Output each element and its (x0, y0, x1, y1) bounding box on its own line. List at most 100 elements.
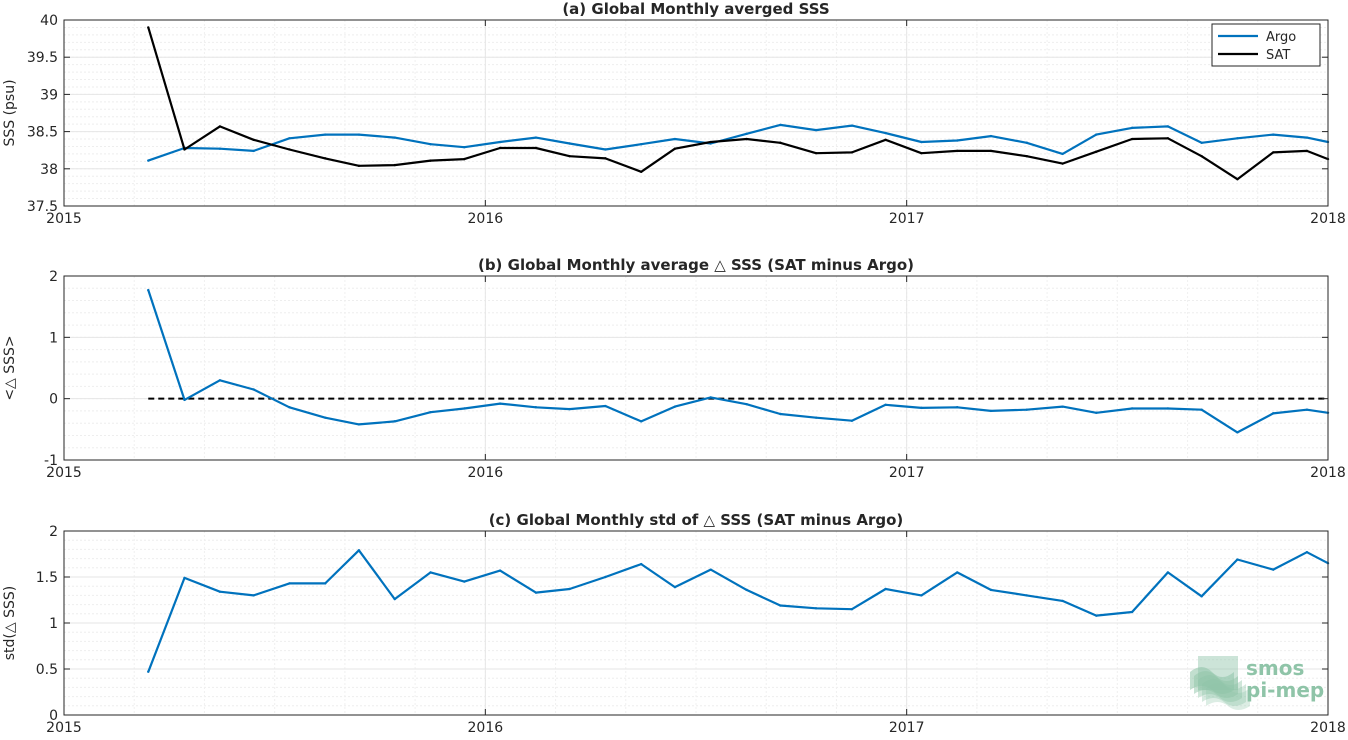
data-point (1095, 150, 1098, 153)
data-point (1305, 136, 1309, 139)
x-tick-label: 2017 (889, 211, 925, 227)
data-point (640, 143, 643, 146)
data-point (956, 139, 959, 142)
data-point (1025, 154, 1028, 158)
data-point (147, 288, 150, 292)
y-axis-label: std(△ SSS) (2, 586, 18, 660)
legend: Argo SAT (1211, 23, 1321, 67)
data-point (1025, 408, 1028, 411)
data-point (850, 419, 854, 422)
data-point (393, 597, 396, 601)
y-tick-label: -1 (44, 453, 58, 469)
data-point (393, 163, 396, 167)
data-point (814, 416, 818, 419)
data-point (779, 123, 782, 127)
chart-title: (a) Global Monthly averged SSS (562, 0, 829, 18)
y-tick-label: 2 (49, 269, 58, 285)
data-point (1095, 614, 1098, 617)
data-point (850, 608, 854, 611)
legend-box (1211, 23, 1321, 67)
data-point (1236, 178, 1239, 181)
data-point (568, 587, 571, 591)
data-point (183, 576, 186, 580)
data-point (568, 407, 571, 411)
data-point (673, 405, 677, 408)
data-point (1166, 571, 1170, 574)
x-tick-label: 2015 (46, 465, 82, 481)
data-point (252, 388, 255, 391)
axes-box (63, 19, 1329, 207)
data-point (324, 157, 327, 160)
data-point (324, 133, 327, 136)
data-point (1130, 407, 1134, 410)
data-point (640, 170, 643, 173)
data-point (498, 146, 502, 150)
x-tick-label: 2016 (468, 465, 504, 481)
data-point (324, 582, 327, 585)
data-point (1166, 137, 1170, 140)
data-point (1200, 141, 1203, 144)
data-point (1061, 405, 1064, 408)
data-point (779, 141, 782, 144)
y-tick-label: 0 (49, 708, 58, 724)
data-point (1305, 149, 1309, 153)
data-point (1305, 408, 1309, 411)
data-point (534, 146, 538, 150)
data-point (147, 159, 150, 162)
data-point (779, 604, 782, 607)
data-point (989, 588, 993, 592)
data-point (1200, 595, 1203, 598)
data-point (1272, 151, 1275, 154)
data-point (1061, 599, 1064, 603)
data-point (884, 138, 887, 141)
data-point (1061, 152, 1064, 156)
data-point (956, 406, 959, 409)
data-point (920, 406, 923, 410)
data-point (604, 148, 607, 151)
data-point (989, 149, 993, 153)
data-point (252, 594, 255, 597)
data-point (252, 149, 255, 153)
data-point (1236, 558, 1239, 561)
logo-wave-shape (1206, 683, 1250, 710)
chart-title: (c) Global Monthly std of △ SSS (SAT min… (489, 511, 904, 529)
chart-panel-2: -1 0 1 2 2015 2016 2017 2018 (b) Global Monthly … (2, 256, 1346, 481)
x-tick-label: 2018 (1310, 211, 1346, 227)
axes-box (63, 275, 1329, 461)
data-point (429, 410, 432, 414)
data-point (884, 131, 887, 135)
data-point (1166, 407, 1170, 410)
data-point (568, 154, 571, 158)
data-point (429, 159, 432, 162)
y-tick-label: 0.5 (36, 662, 58, 678)
data-point (745, 137, 748, 141)
data-point (850, 124, 854, 127)
data-point (604, 575, 607, 579)
data-point (1095, 411, 1098, 414)
data-point (1236, 137, 1239, 140)
data-point (534, 136, 538, 139)
data-point (1272, 133, 1275, 136)
data-point (218, 590, 222, 593)
data-point (1200, 408, 1203, 411)
data-point (1272, 568, 1275, 571)
data-point (1236, 431, 1239, 434)
data-point (745, 132, 748, 136)
data-point (604, 404, 607, 408)
y-tick-label: 38 (40, 162, 58, 178)
legend-label-sat: SAT (1266, 48, 1290, 63)
data-point (709, 568, 712, 571)
data-point (463, 407, 466, 410)
data-point (1025, 141, 1028, 144)
data-point (357, 423, 361, 426)
chart-title: (b) Global Monthly average △ SSS (SAT mi… (478, 256, 914, 274)
data-point (709, 396, 712, 399)
data-point (673, 147, 677, 150)
data-point (779, 412, 782, 416)
data-point (884, 587, 887, 591)
data-point (288, 148, 291, 151)
data-point (604, 157, 607, 160)
data-point (1272, 412, 1275, 415)
